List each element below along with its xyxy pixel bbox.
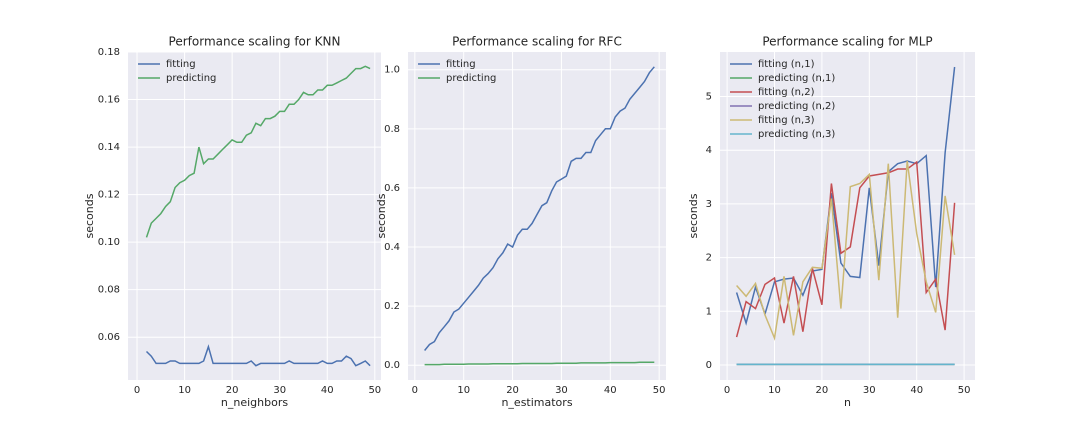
- series-line: [424, 66, 655, 351]
- y-axis-label: seconds: [375, 193, 388, 238]
- legend-label: predicting: [166, 73, 216, 84]
- x-tick-label: 50: [368, 385, 381, 396]
- y-axis-label: seconds: [687, 193, 700, 238]
- y-tick-label: 3: [706, 199, 712, 210]
- x-tick-label: 0: [724, 385, 730, 396]
- y-axis-label: seconds: [83, 193, 96, 238]
- series-line: [424, 361, 655, 366]
- y-tick-label: 0.12: [98, 190, 120, 201]
- y-tick-label: 0.8: [384, 124, 400, 135]
- x-tick-label: 20: [816, 385, 829, 396]
- y-tick-label: 0.0: [384, 360, 400, 371]
- legend-label: fitting (n,2): [758, 87, 815, 98]
- x-tick-label: 20: [506, 385, 519, 396]
- legend-label: predicting (n,3): [758, 129, 835, 140]
- x-tick-label: 40: [321, 385, 334, 396]
- y-tick-label: 0.10: [98, 237, 120, 248]
- x-tick-label: 50: [958, 385, 971, 396]
- y-tick-label: 0: [706, 360, 712, 371]
- legend-label: predicting: [446, 73, 496, 84]
- subplot: 0.06 0.08 0.10 0.12 0.14 0.16 0.18 0 10 20 30 40 50 P…: [83, 35, 381, 410]
- y-tick-label: 0.06: [98, 332, 120, 343]
- series-line: [735, 66, 956, 326]
- y-tick-label: 0.18: [98, 47, 120, 58]
- x-axis-label: n_neighbors: [221, 396, 288, 409]
- x-axis-label: n: [844, 396, 851, 409]
- legend-label: fitting: [446, 59, 476, 70]
- series-line: [736, 160, 956, 341]
- x-tick-label: 30: [863, 385, 876, 396]
- subplot: 0.0 0.2 0.4 0.6 0.8 1.0 0 10 20 30 40 50 Performance…: [375, 35, 666, 409]
- x-axis-label: n_estimators: [501, 396, 572, 409]
- x-tick-label: 10: [768, 385, 781, 396]
- y-tick-label: 5: [706, 92, 712, 103]
- y-tick-label: 0.4: [384, 242, 400, 253]
- x-tick-label: 0: [134, 385, 140, 396]
- y-tick-label: 1.0: [384, 65, 400, 76]
- x-tick-label: 10: [178, 385, 191, 396]
- y-tick-label: 2: [706, 253, 712, 264]
- y-tick-label: 0.08: [98, 285, 120, 296]
- x-tick-label: 20: [226, 385, 239, 396]
- y-tick-label: 0.6: [384, 183, 400, 194]
- legend-label: predicting (n,2): [758, 101, 835, 112]
- legend-label: predicting (n,1): [758, 73, 835, 84]
- x-tick-label: 10: [457, 385, 470, 396]
- y-tick-label: 0.2: [384, 301, 400, 312]
- legend-label: fitting: [166, 59, 196, 70]
- series-line: [145, 344, 371, 367]
- y-tick-label: 1: [706, 306, 712, 317]
- chart-title: Performance scaling for KNN: [169, 35, 341, 49]
- y-tick-label: 0.16: [98, 95, 120, 106]
- plot-area: [128, 52, 381, 380]
- chart-title: Performance scaling for MLP: [762, 35, 932, 49]
- chart-title: Performance scaling for RFC: [452, 35, 622, 49]
- y-tick-label: 0.14: [98, 142, 120, 153]
- series-line: [145, 65, 371, 238]
- x-tick-label: 40: [910, 385, 923, 396]
- legend-label: fitting (n,1): [758, 59, 815, 70]
- x-tick-label: 50: [653, 385, 666, 396]
- x-tick-label: 40: [604, 385, 617, 396]
- y-tick-label: 4: [706, 145, 712, 156]
- x-tick-label: 0: [412, 385, 418, 396]
- legend-label: fitting (n,3): [758, 115, 815, 126]
- x-tick-label: 30: [273, 385, 286, 396]
- x-tick-label: 30: [555, 385, 568, 396]
